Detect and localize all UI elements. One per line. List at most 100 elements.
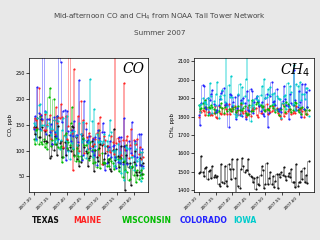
Point bbox=[219, 97, 224, 101]
Point bbox=[107, 148, 112, 152]
Point bbox=[72, 120, 77, 123]
Point bbox=[58, 138, 63, 141]
Point bbox=[235, 106, 240, 110]
Point bbox=[120, 157, 125, 161]
Point bbox=[85, 141, 91, 145]
Point bbox=[251, 180, 256, 184]
Point bbox=[116, 169, 121, 173]
Point bbox=[109, 134, 114, 138]
Point bbox=[259, 100, 264, 104]
Point bbox=[214, 92, 219, 96]
Point bbox=[114, 157, 119, 161]
Point bbox=[279, 116, 284, 120]
Point bbox=[304, 90, 309, 94]
Point bbox=[111, 164, 116, 168]
Point bbox=[302, 180, 308, 184]
Point bbox=[217, 185, 222, 188]
Point bbox=[262, 108, 267, 112]
Point bbox=[306, 88, 311, 92]
Point bbox=[131, 138, 136, 142]
Point bbox=[269, 109, 274, 113]
Point bbox=[215, 174, 220, 178]
Point bbox=[236, 104, 241, 108]
Point bbox=[100, 162, 105, 166]
Point bbox=[246, 98, 251, 102]
Point bbox=[241, 164, 246, 168]
Point bbox=[221, 86, 226, 90]
Point bbox=[205, 177, 210, 181]
Point bbox=[55, 114, 60, 118]
Point bbox=[235, 113, 240, 117]
Point bbox=[76, 114, 81, 118]
Point bbox=[131, 173, 136, 177]
Point bbox=[125, 162, 130, 166]
Point bbox=[207, 114, 212, 117]
Point bbox=[121, 178, 126, 181]
Point bbox=[291, 109, 296, 113]
Point bbox=[237, 186, 242, 190]
Point bbox=[95, 128, 100, 132]
Point bbox=[136, 152, 141, 156]
Point bbox=[46, 117, 51, 121]
Point bbox=[304, 86, 309, 90]
Point bbox=[290, 102, 295, 106]
Point bbox=[252, 107, 257, 111]
Point bbox=[197, 170, 203, 174]
Point bbox=[215, 108, 220, 112]
Point bbox=[216, 116, 221, 120]
Point bbox=[99, 141, 104, 144]
Point bbox=[35, 85, 40, 89]
Point bbox=[223, 101, 228, 105]
Point bbox=[204, 105, 209, 109]
Point bbox=[256, 98, 261, 102]
Point bbox=[57, 11, 62, 15]
Point bbox=[225, 104, 230, 108]
Point bbox=[140, 150, 145, 154]
Point bbox=[55, 138, 60, 142]
Point bbox=[78, 154, 83, 157]
Point bbox=[95, 147, 100, 151]
Point bbox=[51, 118, 56, 122]
Point bbox=[68, 149, 73, 153]
Point bbox=[239, 108, 244, 112]
Point bbox=[244, 114, 250, 117]
Point bbox=[267, 93, 272, 96]
Point bbox=[57, 146, 62, 150]
Point bbox=[270, 102, 276, 106]
Point bbox=[241, 111, 246, 115]
Point bbox=[114, 166, 119, 169]
Point bbox=[31, 127, 36, 131]
Point bbox=[249, 175, 254, 179]
Point bbox=[105, 148, 110, 152]
Point bbox=[32, 142, 37, 146]
Point bbox=[296, 103, 301, 107]
Point bbox=[219, 113, 224, 116]
Point bbox=[36, 103, 41, 107]
Point bbox=[279, 117, 284, 121]
Point bbox=[204, 102, 209, 106]
Point bbox=[89, 150, 94, 153]
Point bbox=[232, 176, 237, 180]
Point bbox=[90, 155, 95, 159]
Point bbox=[46, 121, 51, 125]
Point bbox=[222, 164, 228, 168]
Point bbox=[297, 100, 302, 103]
Point bbox=[203, 167, 208, 170]
Point bbox=[130, 156, 135, 159]
Point bbox=[272, 91, 277, 95]
Point bbox=[297, 106, 302, 110]
Point bbox=[241, 106, 246, 110]
Text: COLORADO: COLORADO bbox=[179, 216, 227, 225]
Point bbox=[294, 108, 299, 112]
Point bbox=[249, 103, 254, 107]
Point bbox=[120, 162, 125, 166]
Point bbox=[265, 87, 270, 91]
Point bbox=[82, 143, 87, 147]
Point bbox=[65, 146, 70, 150]
Point bbox=[302, 97, 308, 101]
Point bbox=[268, 170, 273, 174]
Point bbox=[253, 102, 258, 106]
Point bbox=[55, 153, 60, 157]
Point bbox=[216, 105, 221, 108]
Point bbox=[274, 107, 279, 111]
